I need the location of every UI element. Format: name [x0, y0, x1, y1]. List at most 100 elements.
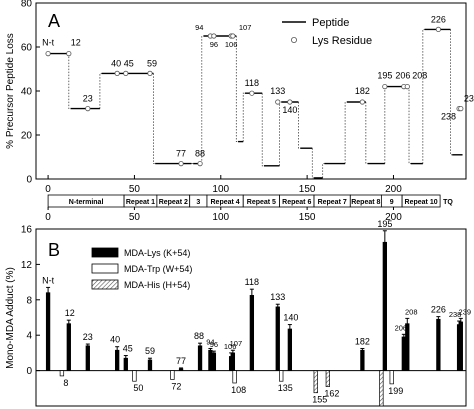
- adduct-bar: [132, 370, 137, 382]
- adduct-bar: [115, 349, 120, 371]
- peptide-connector: [311, 148, 315, 179]
- adduct-bar-label: 208: [405, 307, 418, 316]
- legend-peptide-label: Peptide: [312, 17, 349, 29]
- adduct-bar: [66, 323, 71, 371]
- lys-residue-label: 133: [270, 86, 285, 96]
- adduct-bar-label: 239: [459, 307, 472, 316]
- adduct-bar: [436, 318, 441, 371]
- panel-a-x-tick-label: 200: [385, 184, 402, 195]
- domain-x-tick-label: 150: [299, 212, 316, 223]
- panel-b-plot-frame: [35, 228, 467, 407]
- adduct-bar: [382, 241, 387, 371]
- lys-residue-label: 45: [124, 58, 134, 68]
- domain-label: Repeat 5: [247, 199, 276, 206]
- adduct-bar: [178, 368, 184, 371]
- adduct-bar: [287, 328, 293, 371]
- adduct-bar: [123, 357, 128, 371]
- panel-a-y-axis: 0 20 40 60 80: [21, 0, 40, 186]
- adduct-bar: [279, 370, 284, 382]
- adduct-bar-label: 94: [206, 337, 214, 346]
- lys-residue-marker: [45, 50, 51, 57]
- lys-residue-label: 226: [431, 14, 446, 24]
- peptide-connector: [201, 35, 204, 164]
- lys-residue-label: 59: [147, 58, 157, 68]
- adduct-bar-label: 238: [449, 310, 462, 319]
- domain-label: Repeat 6: [282, 199, 311, 206]
- domain-label: Repeat 8: [351, 199, 380, 206]
- lys-residue-label: 208: [412, 71, 427, 81]
- adduct-bar: [59, 370, 65, 377]
- panel-a-y-tick-label: 40: [21, 87, 33, 98]
- panel-a-x-tick-label: 0: [45, 184, 51, 195]
- lys-residue-label: 12: [71, 38, 81, 48]
- adduct-bar-label: 8: [63, 378, 68, 388]
- lys-residue-label: 206: [395, 71, 410, 81]
- adduct-bar-label: 12: [65, 308, 75, 318]
- domain-x-tick-label: 0: [45, 212, 51, 223]
- adduct-bar: [379, 370, 384, 407]
- lys-residue-marker: [382, 84, 388, 90]
- lys-residue-marker: [275, 99, 281, 105]
- lys-residue-label: 106: [225, 40, 238, 49]
- domain-x-tick-label: 100: [212, 212, 229, 223]
- adduct-bar-label: 182: [355, 336, 370, 346]
- adduct-bar-label: 23: [83, 332, 93, 342]
- domain-label: Repeat 1: [126, 199, 155, 206]
- panel-b-y-tick-label: 8: [26, 295, 32, 306]
- adduct-bar-label: 108: [231, 385, 246, 395]
- peptide-connector: [68, 53, 71, 109]
- lys-residue-marker: [66, 50, 72, 57]
- domain-label: Repeat 4: [211, 199, 240, 206]
- adduct-bar-label: 50: [133, 383, 143, 393]
- lys-residue-marker: [197, 161, 203, 167]
- domain-strip: N-terminal Repeat 1 Repeat 2 3 Repeat 4 Repea…: [45, 194, 453, 223]
- adduct-bar-label: 45: [123, 344, 133, 354]
- panel-a: A % Precursor Peptide Loss 0 20 40 60 80 0 50…: [5, 0, 474, 195]
- panel-a-legend: Peptide Lys Residue: [282, 17, 372, 47]
- adduct-bar: [170, 370, 175, 380]
- peptide-connector: [322, 163, 325, 178]
- adduct-bar: [313, 370, 318, 394]
- adduct-bar: [360, 349, 365, 371]
- panel-b-y-tick-label: 0: [26, 366, 32, 377]
- legend-lys-label: Lys Residue: [312, 35, 372, 47]
- adduct-bar: [401, 336, 406, 371]
- lys-residue-marker: [85, 106, 91, 112]
- adduct-bar-label: 199: [388, 386, 403, 396]
- domain-label: 9: [390, 199, 394, 206]
- lys-residue-label: 40: [111, 58, 121, 68]
- domain-label: Repeat 2: [159, 199, 188, 206]
- adduct-bar-label: 88: [194, 331, 204, 341]
- panel-b-ylabel: Mono-MDA Adduct (%): [5, 267, 16, 369]
- peptide-connector: [242, 92, 245, 142]
- panel-b-legend: MDA-Lys (K+54) MDA-Trp (W+54) MDA-His (H…: [91, 247, 192, 290]
- peptide-connector: [384, 86, 387, 164]
- peptide-connector: [235, 36, 239, 143]
- peptide-connector: [279, 101, 282, 166]
- lys-residue-marker: [359, 99, 365, 105]
- adduct-bar-label: 96: [210, 340, 218, 349]
- adduct-bar-label: 206: [395, 323, 408, 332]
- legend-lys-marker: [290, 37, 297, 44]
- legend-trp-swatch: [91, 263, 119, 274]
- lys-residue-label: 140: [282, 105, 297, 115]
- peptide-connector: [261, 93, 264, 167]
- lys-residue-label: 77: [176, 149, 186, 159]
- panel-b-y-axis: 0 4 8 12 16: [21, 225, 40, 377]
- domain-label: Repeat 7: [318, 199, 347, 206]
- panel-b-y-tick-label: 12: [21, 260, 33, 271]
- adduct-bar-label: 133: [270, 292, 285, 302]
- panel-b-y-tick-label: 16: [21, 225, 33, 236]
- peptide-connector: [298, 102, 301, 149]
- adduct-bar: [211, 352, 217, 371]
- adduct-bar-label: 40: [110, 335, 120, 345]
- domain-label: N-terminal: [69, 199, 104, 206]
- lys-residue-label: 195: [377, 71, 392, 81]
- lys-residue-label: 107: [239, 23, 252, 32]
- peptide-connector: [99, 73, 102, 109]
- panel-a-x-axis: 0 50 100 150 200: [45, 175, 402, 195]
- adduct-bar-label: 106: [224, 342, 237, 351]
- adduct-bar-label: 226: [431, 305, 446, 315]
